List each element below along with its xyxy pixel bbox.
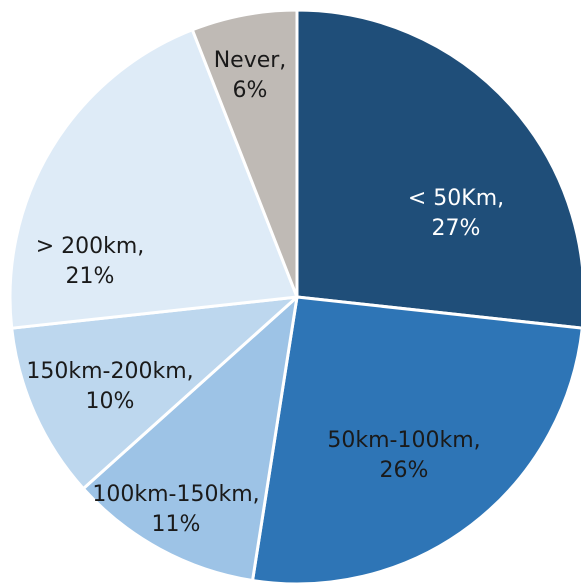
slice-category-label: > 200km,	[36, 234, 145, 259]
slice-category-label: 150km-200km,	[26, 359, 193, 384]
pie-slice	[297, 10, 581, 328]
slice-percent-label: 27%	[432, 216, 481, 241]
slice-percent-label: 11%	[152, 512, 201, 537]
slice-category-label: < 50Km,	[408, 186, 504, 211]
slice-category-label: 50km-100km,	[327, 428, 480, 453]
slice-percent-label: 26%	[380, 458, 429, 483]
slice-percent-label: 10%	[86, 389, 135, 414]
slice-percent-label: 6%	[233, 78, 268, 103]
slice-category-label: Never,	[214, 48, 287, 73]
slice-category-label: 100km-150km,	[92, 482, 259, 507]
slice-percent-label: 21%	[66, 264, 115, 289]
